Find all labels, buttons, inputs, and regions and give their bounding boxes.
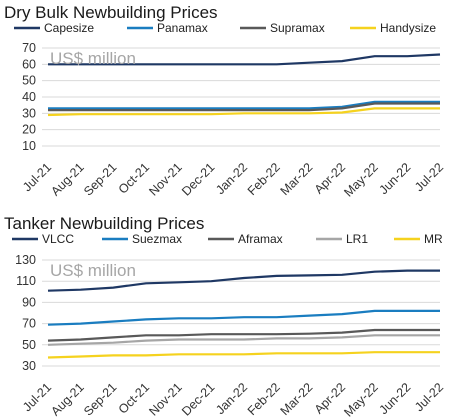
legend-label-panamax: Panamax: [157, 21, 208, 35]
x-tick-label-aug-21: Aug-21: [48, 160, 86, 198]
y-tick-label-20: 20: [22, 123, 36, 137]
x-tick-label-jul-22: Jul-22: [412, 380, 446, 414]
series-line-supramax: [48, 102, 440, 112]
y-tick-label-90: 90: [22, 295, 36, 309]
x-tick-label-feb-22: Feb-22: [245, 160, 283, 198]
y-tick-label-40: 40: [22, 90, 36, 104]
x-tick-label-mar-22: Mar-22: [278, 160, 316, 198]
x-tick-label-sep-21: Sep-21: [81, 160, 119, 198]
y-tick-label-130: 130: [15, 253, 36, 267]
y-tick-label-60: 60: [22, 57, 36, 71]
x-tick-label-mar-22: Mar-22: [278, 380, 316, 418]
legend-label-aframax: Aframax: [238, 232, 283, 246]
x-tick-label-nov-21: Nov-21: [146, 160, 184, 198]
y-tick-label-10: 10: [22, 139, 36, 153]
series-line-mr: [47, 351, 440, 359]
series-line-lr1: [47, 334, 440, 346]
y-tick-label-50: 50: [22, 74, 36, 88]
x-tick-label-nov-21: Nov-21: [146, 380, 184, 418]
dry-bulk-unit-label: US$ million: [50, 49, 136, 68]
x-tick-label-oct-21: Oct-21: [116, 160, 152, 196]
dry-bulk-title: Dry Bulk Newbuilding Prices: [4, 3, 218, 22]
series-line-suezmax: [47, 309, 440, 326]
tanker-title: Tanker Newbuilding Prices: [4, 214, 204, 233]
series-line-vlcc: [47, 269, 440, 292]
x-tick-label-aug-21: Aug-21: [48, 380, 86, 418]
series-line-handysize: [47, 107, 440, 117]
x-tick-label-jul-22: Jul-22: [412, 160, 446, 194]
x-tick-label-may-22: May-22: [341, 160, 380, 199]
y-tick-label-30: 30: [22, 106, 36, 120]
legend-label-lr1: LR1: [346, 232, 368, 246]
legend-label-handysize: Handysize: [380, 21, 436, 35]
x-tick-label-jun-22: Jun-22: [377, 160, 414, 197]
x-tick-label-may-22: May-22: [341, 380, 380, 418]
legend-label-mr: MR: [424, 232, 443, 246]
series-line-aframax: [47, 328, 440, 342]
x-tick-label-feb-22: Feb-22: [245, 380, 283, 418]
x-tick-label-dec-21: Dec-21: [179, 160, 217, 198]
x-tick-label-dec-21: Dec-21: [179, 380, 217, 418]
y-tick-label-110: 110: [16, 274, 36, 288]
legend-label-suezmax: Suezmax: [132, 232, 182, 246]
x-tick-label-sep-21: Sep-21: [81, 380, 119, 418]
series-line-panamax: [48, 100, 440, 110]
legend-label-supramax: Supramax: [270, 21, 325, 35]
dry-bulk-legend: Capesize Panamax Supramax Handysize: [14, 21, 436, 35]
x-tick-label-oct-21: Oct-21: [116, 380, 152, 416]
y-tick-label-70: 70: [22, 317, 36, 331]
tanker-legend: VLCC Suezmax Aframax LR1 MR: [12, 232, 443, 246]
x-tick-label-jun-22: Jun-22: [377, 380, 414, 417]
legend-label-capesize: Capesize: [44, 21, 94, 35]
x-tick-label-jan-22: Jan-22: [213, 380, 250, 417]
tanker-unit-label: US$ million: [50, 261, 136, 280]
legend-label-vlcc: VLCC: [42, 232, 74, 246]
y-tick-label-50: 50: [22, 338, 36, 352]
x-tick-label-jan-22: Jan-22: [213, 160, 250, 197]
dry-bulk-chart: Dry Bulk Newbuilding Prices Capesize Pana…: [4, 3, 446, 200]
tanker-chart: Tanker Newbuilding Prices VLCC Suezmax Afr…: [4, 214, 446, 418]
y-tick-label-30: 30: [22, 359, 36, 373]
series-line-capesize: [48, 53, 441, 66]
y-tick-label-70: 70: [22, 41, 36, 55]
